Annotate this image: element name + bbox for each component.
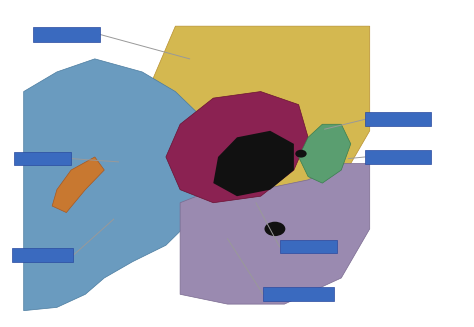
Polygon shape bbox=[180, 164, 370, 304]
FancyBboxPatch shape bbox=[365, 150, 431, 164]
Polygon shape bbox=[299, 124, 351, 183]
FancyBboxPatch shape bbox=[33, 27, 100, 42]
FancyBboxPatch shape bbox=[12, 248, 73, 262]
FancyBboxPatch shape bbox=[14, 152, 71, 165]
Polygon shape bbox=[166, 92, 308, 203]
Polygon shape bbox=[52, 157, 104, 213]
Polygon shape bbox=[213, 131, 294, 196]
Polygon shape bbox=[142, 26, 370, 219]
Polygon shape bbox=[24, 59, 213, 311]
Circle shape bbox=[295, 150, 307, 158]
FancyBboxPatch shape bbox=[263, 287, 334, 301]
FancyBboxPatch shape bbox=[365, 112, 431, 126]
FancyBboxPatch shape bbox=[280, 240, 337, 253]
Circle shape bbox=[264, 222, 285, 236]
